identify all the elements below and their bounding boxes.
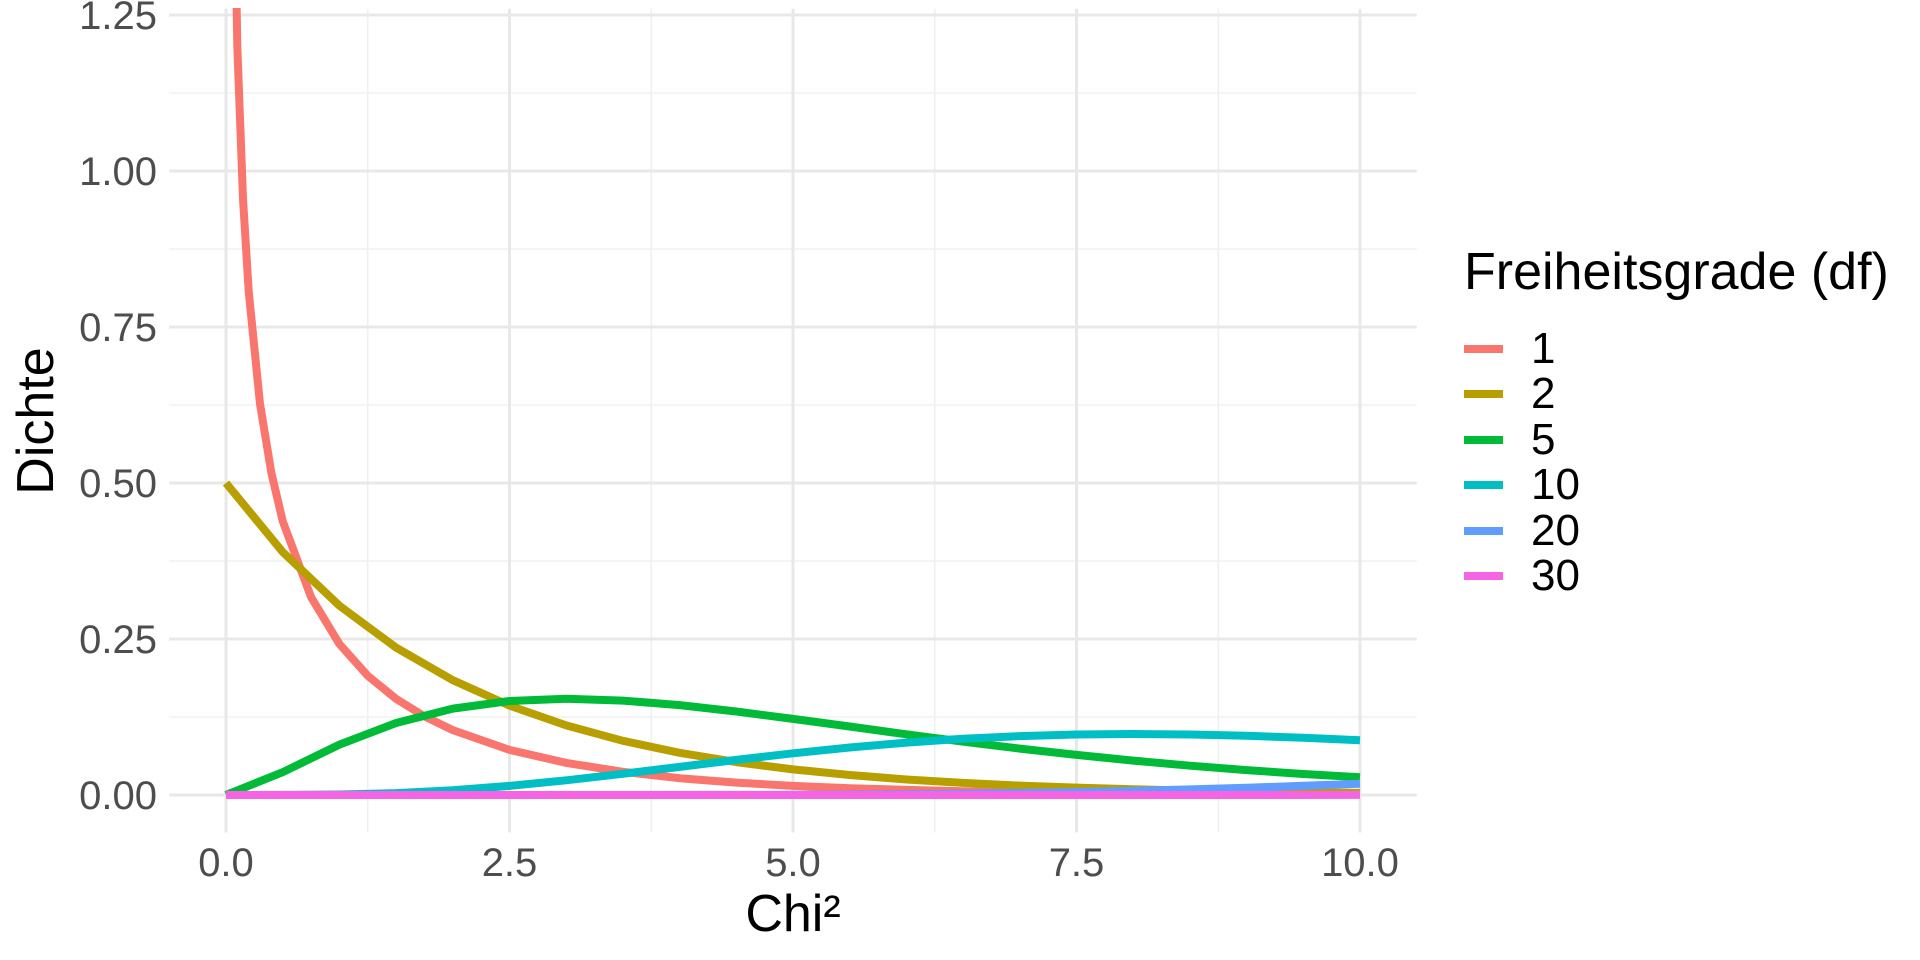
legend-item-label: 30 bbox=[1531, 551, 1580, 601]
legend-key-line bbox=[1464, 481, 1503, 490]
legend-key-line bbox=[1464, 390, 1503, 399]
series-line-df-5 bbox=[224, 694, 1361, 799]
legend-item-df-1: 1 bbox=[1464, 326, 1889, 372]
legend-item-df-10: 10 bbox=[1464, 463, 1889, 509]
y-tick-label: 0.25 bbox=[79, 618, 157, 662]
y-tick-label: 0.00 bbox=[79, 774, 157, 818]
legend-key-line bbox=[1464, 526, 1503, 535]
x-tick-label: 2.5 bbox=[482, 841, 538, 885]
gridlines-layer bbox=[169, 8, 1417, 833]
legend-item-df-20: 20 bbox=[1464, 508, 1889, 554]
legend-item-label: 10 bbox=[1531, 460, 1580, 510]
legend-item-df-30: 30 bbox=[1464, 554, 1889, 600]
legend-item-df-5: 5 bbox=[1464, 417, 1889, 463]
legend-item-label: 2 bbox=[1531, 369, 1556, 419]
tick-labels-layer: 0.0 2.5 5.0 7.5 10.0 0.00 0.25 0.50 0.75 1.00 1.25 bbox=[79, 0, 1399, 885]
x-tick-label: 5.0 bbox=[765, 841, 821, 885]
y-tick-label: 1.25 bbox=[79, 0, 157, 38]
legend-item-label: 5 bbox=[1531, 414, 1556, 464]
legend-title: Freiheitsgrade (df) bbox=[1464, 243, 1889, 301]
x-tick-label: 7.5 bbox=[1049, 841, 1105, 885]
legend: Freiheitsgrade (df) 1 2 5 10 20 30 bbox=[1464, 242, 1889, 599]
legend-key-line bbox=[1464, 572, 1503, 581]
x-tick-label: 0.0 bbox=[198, 841, 254, 885]
y-axis-title: Dichte bbox=[7, 347, 65, 495]
y-tick-label: 0.75 bbox=[79, 306, 157, 350]
legend-key-line bbox=[1464, 435, 1503, 444]
y-tick-label: 0.50 bbox=[79, 462, 157, 506]
y-tick-label: 1.00 bbox=[79, 150, 157, 194]
legend-items: 1 2 5 10 20 30 bbox=[1464, 326, 1889, 599]
legend-key-line bbox=[1464, 344, 1503, 353]
x-tick-label: 10.0 bbox=[1321, 841, 1399, 885]
x-axis-title: Chi² bbox=[745, 885, 841, 943]
legend-item-label: 1 bbox=[1531, 323, 1556, 373]
legend-item-label: 20 bbox=[1531, 505, 1580, 555]
series-layer bbox=[222, 8, 1361, 799]
legend-item-df-2: 2 bbox=[1464, 372, 1889, 418]
